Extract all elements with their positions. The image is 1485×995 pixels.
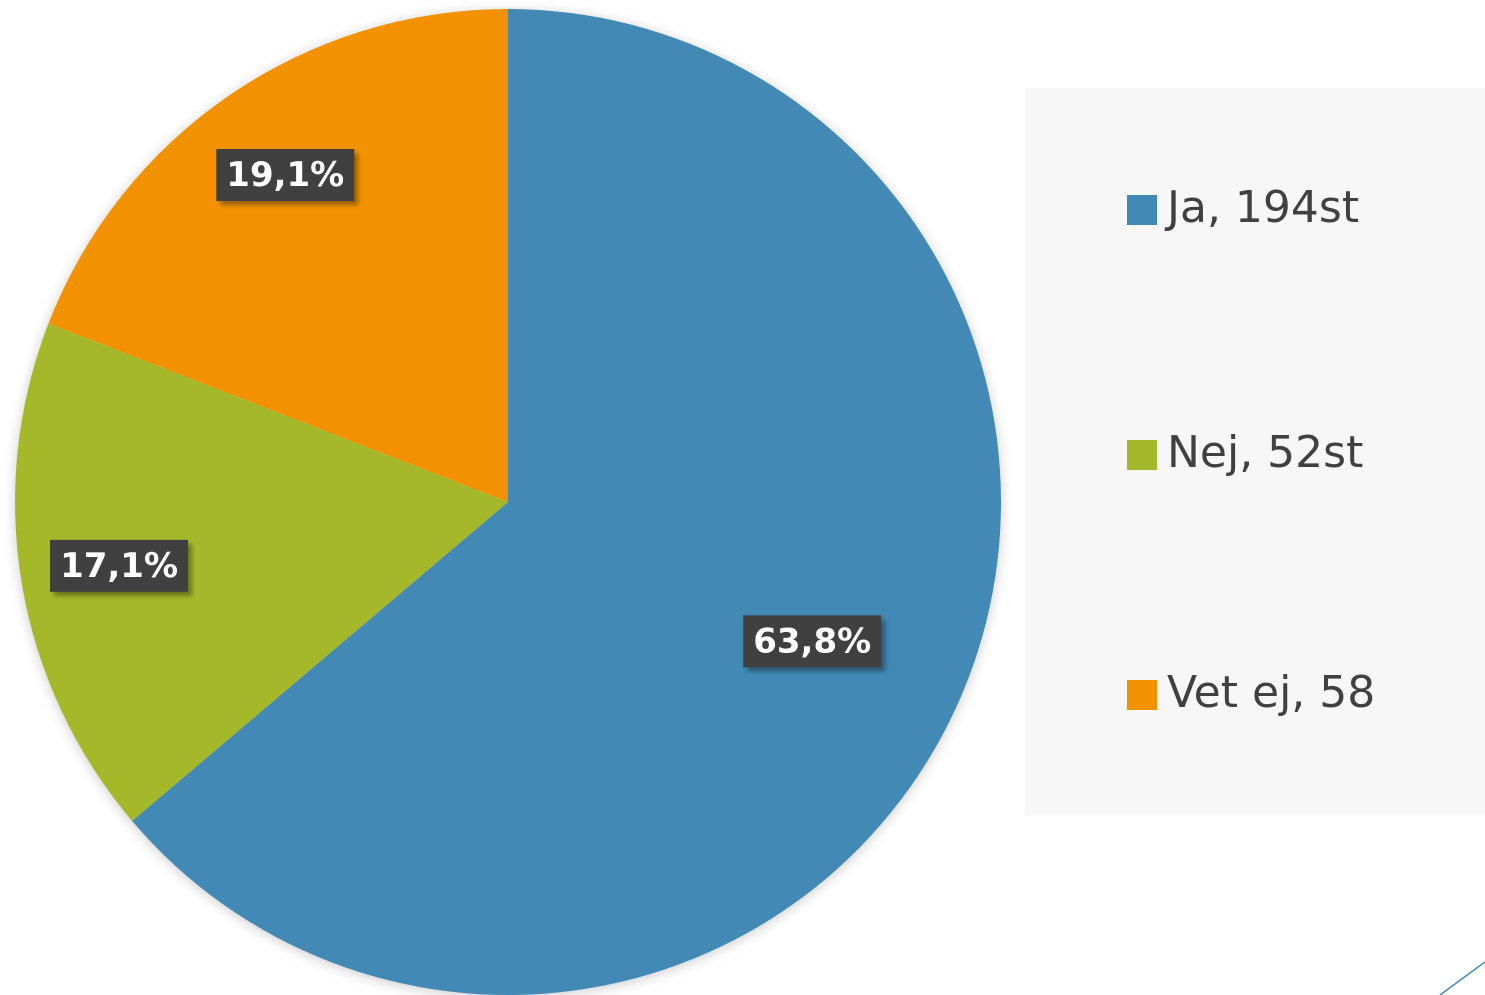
value-label: 19,1% [226, 155, 344, 195]
legend-swatch [1127, 440, 1157, 470]
legend-label: Vet ej, 58 [1167, 667, 1375, 718]
legend-box [1025, 88, 1485, 815]
pie-slice [48, 9, 508, 502]
pie [15, 9, 1001, 995]
value-label: 63,8% [753, 621, 871, 661]
pie-slice [15, 323, 508, 821]
value-label-bg [216, 148, 355, 201]
legend-label: Ja, 194st [1164, 182, 1359, 233]
pie-slice [132, 9, 1001, 995]
value-label-bg [743, 615, 882, 668]
legend-swatch [1127, 195, 1157, 225]
legend-label: Nej, 52st [1167, 427, 1363, 478]
legend-swatch [1127, 680, 1157, 710]
decoration [1439, 961, 1485, 995]
value-label-bg [50, 539, 189, 592]
value-label: 17,1% [60, 546, 178, 586]
